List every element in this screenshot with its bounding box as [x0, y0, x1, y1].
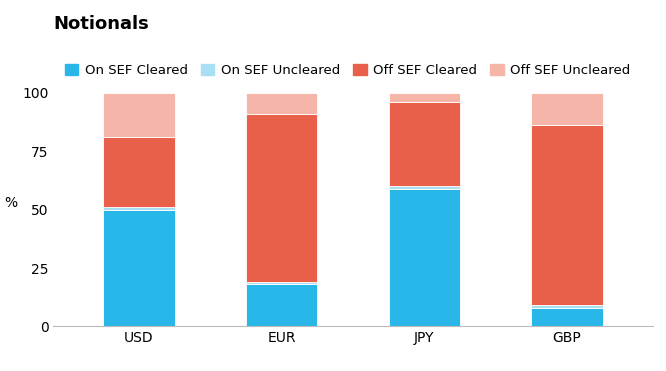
Bar	[531, 305, 603, 308]
Bar	[103, 93, 174, 137]
Bar	[389, 102, 460, 186]
Bar	[246, 114, 317, 282]
Bar	[389, 188, 460, 326]
Bar	[246, 282, 317, 285]
Bar	[103, 137, 174, 207]
Text: Notionals: Notionals	[53, 15, 149, 33]
Bar	[389, 186, 460, 188]
Bar	[389, 93, 460, 102]
Legend: On SEF Cleared, On SEF Uncleared, Off SEF Cleared, Off SEF Uncleared: On SEF Cleared, On SEF Uncleared, Off SE…	[60, 59, 635, 82]
Y-axis label: %: %	[5, 196, 17, 210]
Bar	[103, 207, 174, 210]
Bar	[103, 210, 174, 326]
Bar	[531, 125, 603, 305]
Bar	[246, 93, 317, 114]
Bar	[531, 308, 603, 326]
Bar	[246, 285, 317, 326]
Bar	[531, 93, 603, 125]
